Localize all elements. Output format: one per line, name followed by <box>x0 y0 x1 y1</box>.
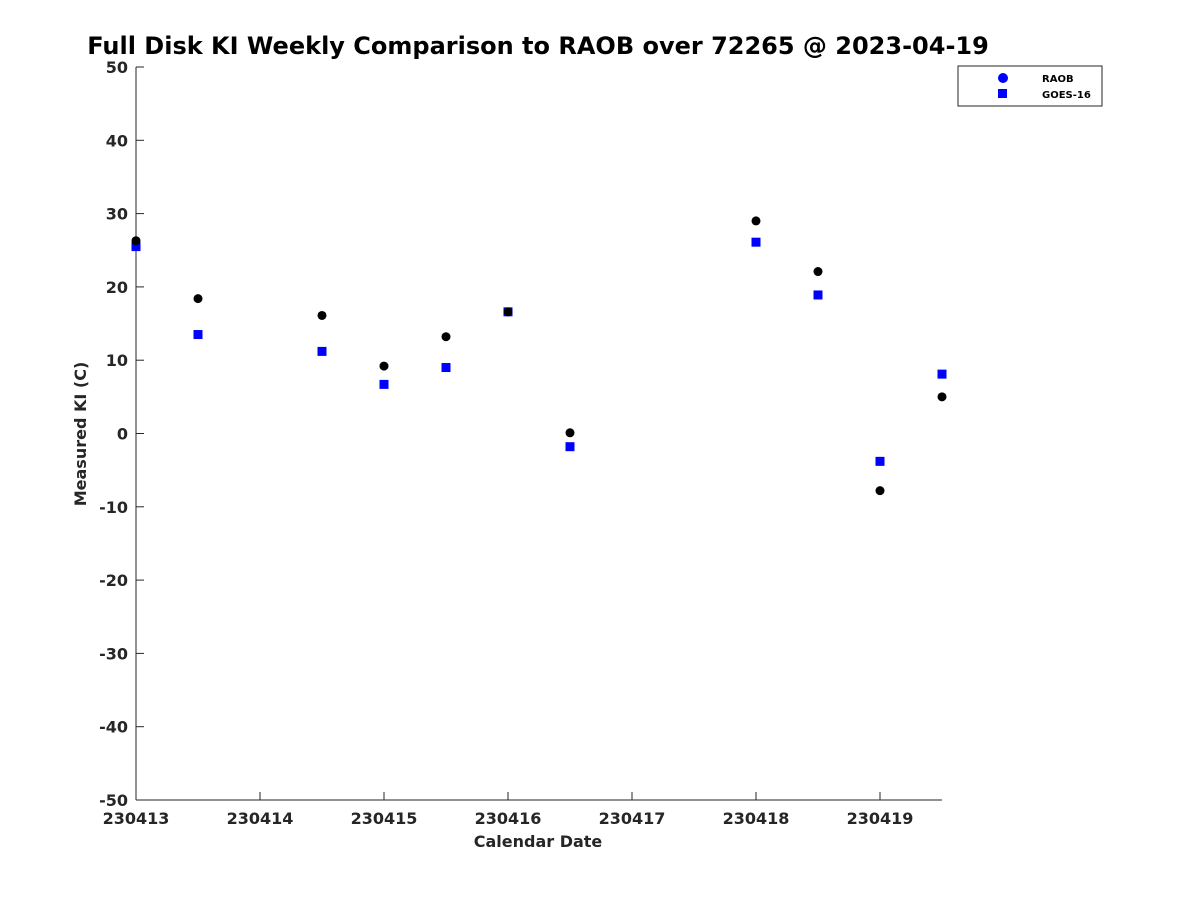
raob-point <box>875 486 885 496</box>
legend-goes16-marker <box>998 89 1007 98</box>
y-axis-label: Measured KI (C) <box>71 362 90 507</box>
chart-legend: RAOB GOES-16 <box>957 65 1103 107</box>
x-tick-label: 230418 <box>723 809 790 828</box>
goes16-point <box>131 242 141 252</box>
legend-goes16-label: GOES-16 <box>1042 90 1091 101</box>
x-tick-label: 230413 <box>103 809 170 828</box>
y-tick-label: 30 <box>106 205 128 224</box>
x-tick-label: 230416 <box>475 809 542 828</box>
y-tick-label: -30 <box>99 644 128 663</box>
y-tick-label: -40 <box>99 718 128 737</box>
data-points <box>131 216 947 496</box>
legend-raob-label: RAOB <box>1042 74 1074 85</box>
goes16-point <box>565 442 575 452</box>
raob-point <box>131 236 141 246</box>
chart-title: Full Disk KI Weekly Comparison to RAOB o… <box>87 32 989 60</box>
plot-axes: -50 -40 -30 -20 -10 0 10 20 30 40 50 230413 230414 23… <box>99 58 942 828</box>
x-tick-label: 230417 <box>599 809 666 828</box>
goes16-point <box>937 369 947 379</box>
goes16-point <box>875 456 885 466</box>
goes16-point <box>813 290 823 300</box>
goes16-point <box>193 330 203 340</box>
y-tick-label: -50 <box>99 791 128 810</box>
goes16-point <box>751 237 761 247</box>
raob-point <box>193 294 203 304</box>
raob-point <box>565 428 575 438</box>
raob-point <box>813 267 823 277</box>
goes16-point <box>317 346 327 356</box>
legend-raob-marker <box>998 73 1008 83</box>
x-tick-label: 230414 <box>227 809 294 828</box>
raob-point <box>751 216 761 226</box>
y-tick-label: 20 <box>106 278 128 297</box>
raob-point <box>317 310 327 320</box>
goes16-point <box>379 379 389 389</box>
raob-point <box>503 307 513 317</box>
y-tick-label: 10 <box>106 351 128 370</box>
goes16-point <box>441 363 451 373</box>
y-tick-label: -10 <box>99 498 128 517</box>
y-tick-label: -20 <box>99 571 128 590</box>
raob-point <box>379 361 389 371</box>
y-tick-label: 50 <box>106 58 128 77</box>
raob-point <box>937 392 947 402</box>
x-tick-label: 230415 <box>351 809 418 828</box>
x-axis-label: Calendar Date <box>474 832 603 851</box>
y-tick-label: 0 <box>117 425 128 444</box>
x-tick-label: 230419 <box>847 809 914 828</box>
legend-box <box>957 65 1103 107</box>
raob-point <box>441 332 451 342</box>
y-tick-label: 40 <box>106 131 128 150</box>
